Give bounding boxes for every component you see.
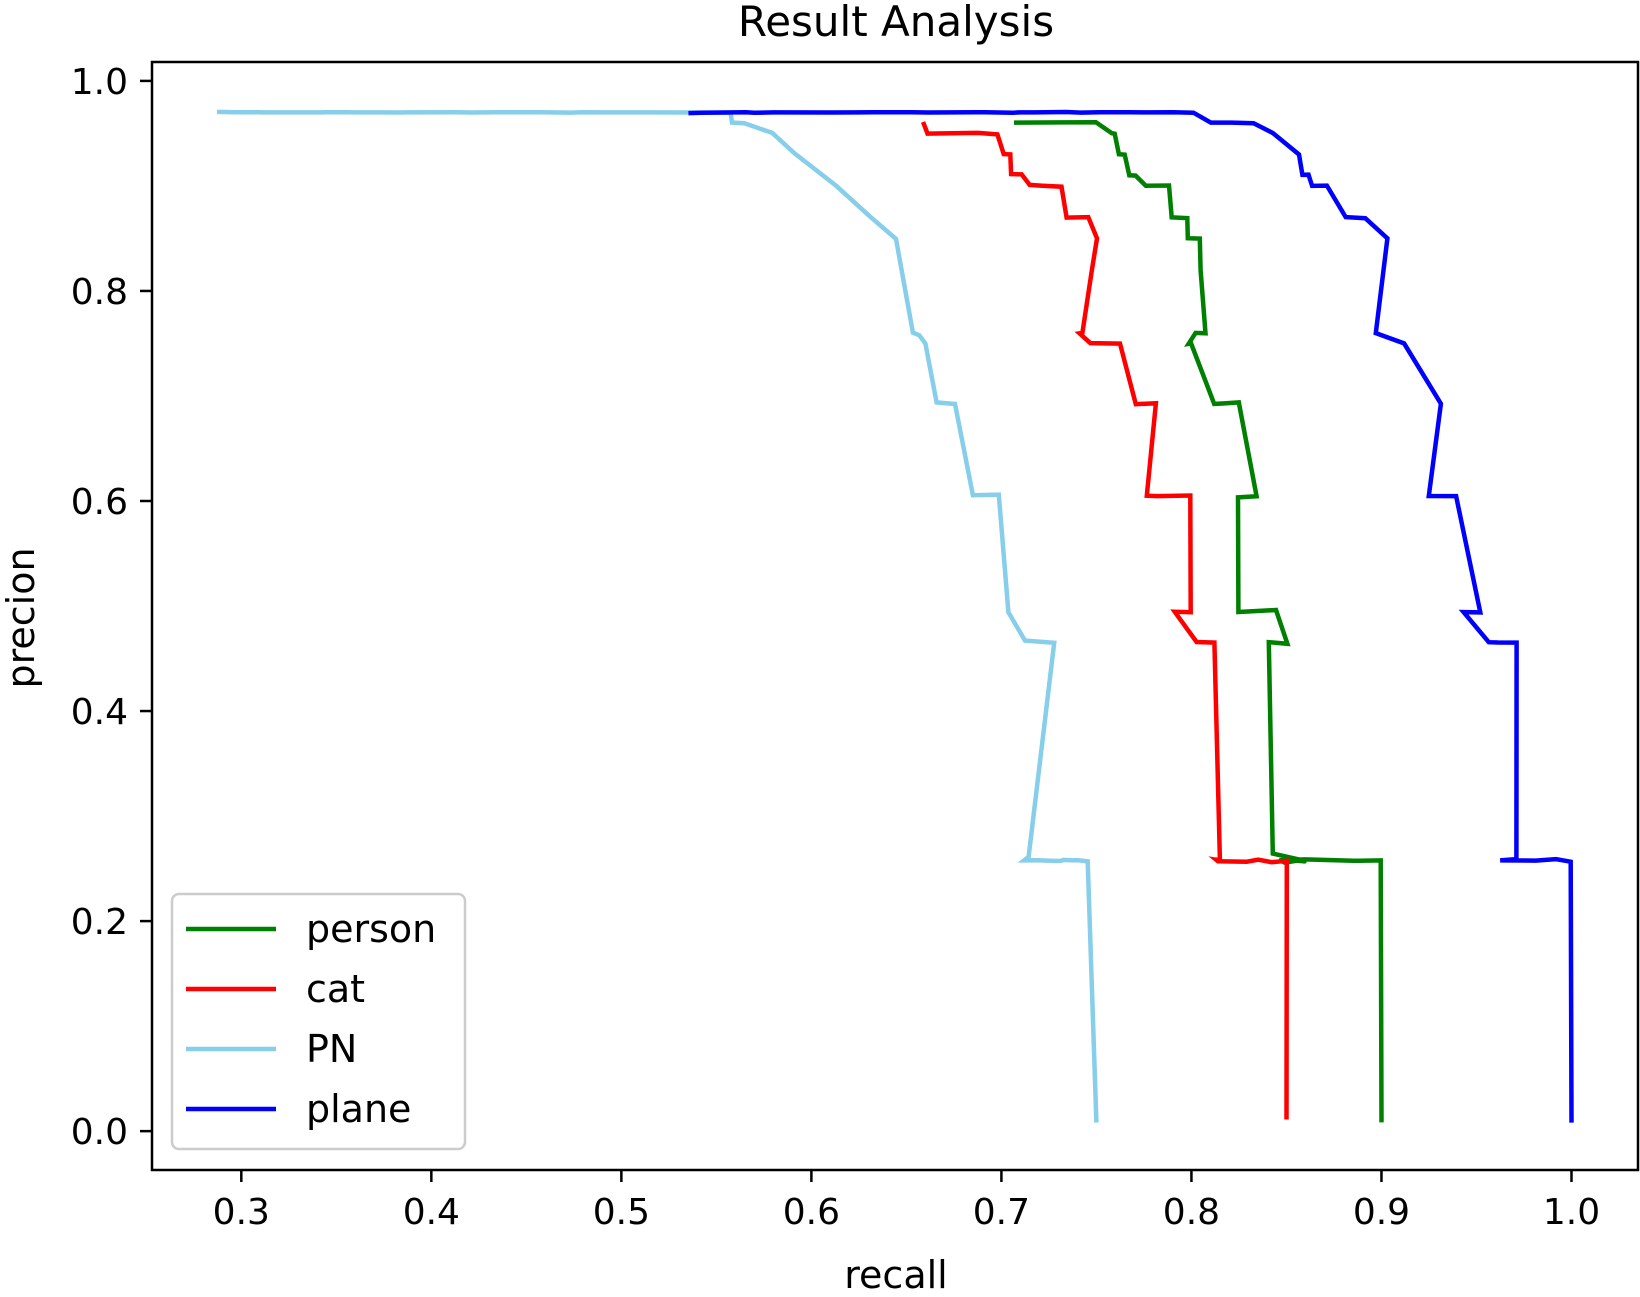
legend: person cat PN plane bbox=[170, 892, 467, 1151]
series-line-plane bbox=[688, 109, 1574, 1123]
legend-label-person: person bbox=[306, 907, 436, 951]
x-tick-label: 0.5 bbox=[593, 1192, 650, 1233]
legend-label-cat: cat bbox=[306, 967, 365, 1011]
x-tick-label: 0.3 bbox=[213, 1192, 270, 1233]
x-axis: 0.3 0.4 0.5 0.6 0.7 0.8 0.9 1.0 bbox=[213, 1170, 1600, 1233]
x-axis-label: recall bbox=[844, 1253, 947, 1297]
x-tick-label: 1.0 bbox=[1543, 1192, 1600, 1233]
x-tick-label: 0.7 bbox=[973, 1192, 1030, 1233]
y-tick-label: 0.2 bbox=[71, 902, 128, 943]
y-axis-label: precion bbox=[0, 547, 43, 688]
y-tick-label: 0.0 bbox=[71, 1112, 128, 1153]
legend-frame bbox=[170, 892, 467, 1151]
series-line-person bbox=[1013, 119, 1384, 1123]
x-tick-label: 0.6 bbox=[783, 1192, 840, 1233]
series-layer bbox=[216, 109, 1574, 1123]
series-line-cat bbox=[920, 121, 1290, 1120]
y-tick-label: 0.6 bbox=[71, 482, 128, 523]
legend-label-plane: plane bbox=[306, 1087, 411, 1131]
x-tick-label: 0.9 bbox=[1353, 1192, 1410, 1233]
y-tick-label: 1.0 bbox=[71, 62, 128, 103]
legend-label-pn: PN bbox=[306, 1027, 357, 1071]
axes-frame bbox=[150, 60, 1640, 1172]
x-tick-label: 0.8 bbox=[1163, 1192, 1220, 1233]
y-axis: 0.0 0.2 0.4 0.6 0.8 1.0 bbox=[71, 62, 152, 1153]
x-tick-label: 0.4 bbox=[403, 1192, 460, 1233]
y-tick-label: 0.8 bbox=[71, 272, 128, 313]
y-tick-label: 0.4 bbox=[71, 692, 128, 733]
series-line-pn bbox=[216, 109, 1099, 1123]
chart-title: Result Analysis bbox=[738, 0, 1054, 46]
